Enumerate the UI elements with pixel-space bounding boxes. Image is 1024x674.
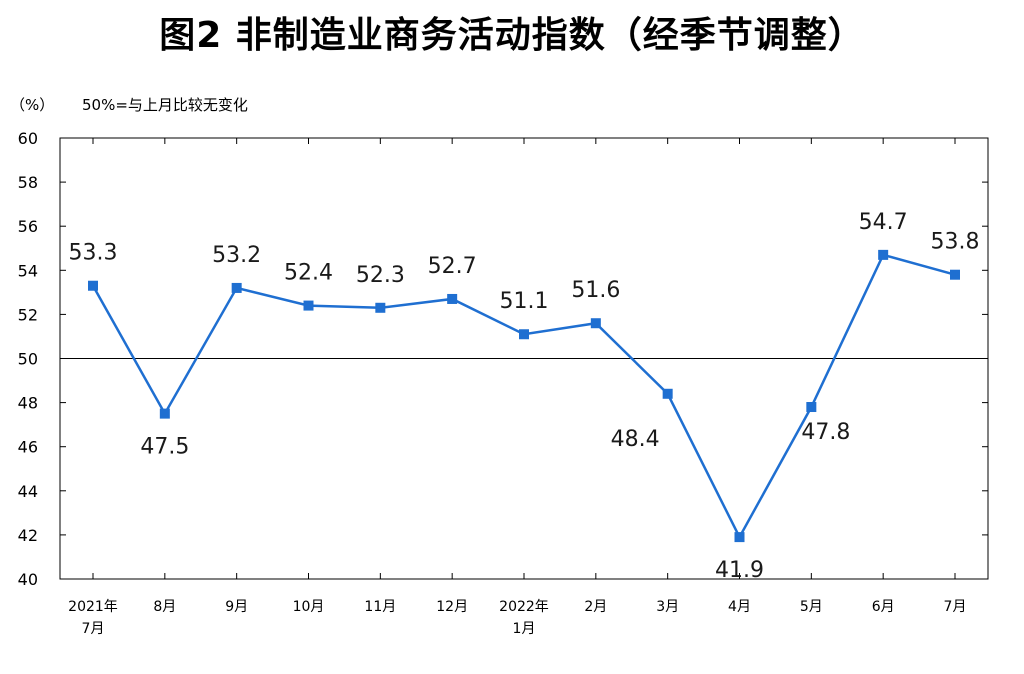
data-labels: 53.3 47.5 53.2 52.4 52.3 52.7 51.1 51.6 48.4 41.9… [69,210,980,583]
data-point-marker [231,282,242,293]
x-tick-label: 2021年 [68,599,118,615]
data-point-marker [950,269,960,280]
x-tick-label: 2022年 [499,599,549,615]
y-axis-unit-label: （%） [10,96,55,114]
data-label: 52.3 [356,263,405,288]
data-point-marker [662,388,673,399]
data-point-marker [447,293,458,304]
y-tick-label: 44 [18,482,38,501]
x-tick-label: 11月 [364,599,396,615]
chart-title: 图2 非制造业商务活动指数（经季节调整） [159,15,865,56]
x-tick-label: 6月 [872,599,895,615]
data-label: 53.3 [69,241,118,266]
x-tick-label: 9月 [225,599,248,615]
x-axis: 2021年 7月 8月 9月 10月 11月 12月 2022年 1月 2月 3月 4月 5月 6月 7月 [68,138,966,637]
x-tick-label: 7月 [82,621,105,637]
x-tick-label: 1月 [513,621,536,637]
data-label: 53.8 [931,230,980,255]
data-label: 51.1 [500,289,549,314]
data-point-marker [734,532,745,543]
data-point-marker [519,329,529,340]
data-label: 54.7 [859,210,908,235]
y-tick-label: 40 [18,570,38,589]
x-tick-label: 3月 [656,599,679,615]
data-point-marker [375,302,386,313]
data-point-marker [590,318,601,329]
data-label: 48.4 [611,427,660,452]
x-tick-label: 10月 [293,599,325,615]
y-tick-label: 58 [18,173,38,192]
series-markers [88,249,960,543]
data-label: 47.5 [140,435,189,460]
data-point-marker [159,408,170,419]
y-tick-label: 60 [18,129,38,148]
data-point-marker [303,300,314,311]
x-tick-label: 4月 [728,599,751,615]
x-tick-label: 12月 [436,599,468,615]
y-tick-label: 50 [18,350,38,369]
x-tick-label: 2月 [584,599,607,615]
data-label: 52.7 [428,254,477,279]
x-tick-label: 7月 [944,599,967,615]
data-point-marker [878,249,889,260]
reference-note: 50%=与上月比较无变化 [82,96,248,114]
y-tick-label: 48 [18,394,38,413]
data-label: 53.2 [212,243,261,268]
y-axis: 40 42 44 46 48 50 52 54 56 58 60 [18,129,988,589]
data-point-marker [88,280,98,291]
y-tick-label: 56 [18,217,38,236]
x-tick-label: 8月 [153,599,176,615]
data-label: 41.9 [715,558,764,583]
y-tick-label: 54 [18,261,38,280]
x-tick-label: 5月 [800,599,823,615]
y-tick-label: 42 [18,526,38,545]
y-tick-label: 46 [18,438,38,457]
data-label: 47.8 [801,420,850,445]
data-label: 52.4 [284,261,333,286]
y-tick-label: 52 [18,305,38,324]
data-point-marker [806,402,817,413]
data-label: 51.6 [571,278,620,303]
